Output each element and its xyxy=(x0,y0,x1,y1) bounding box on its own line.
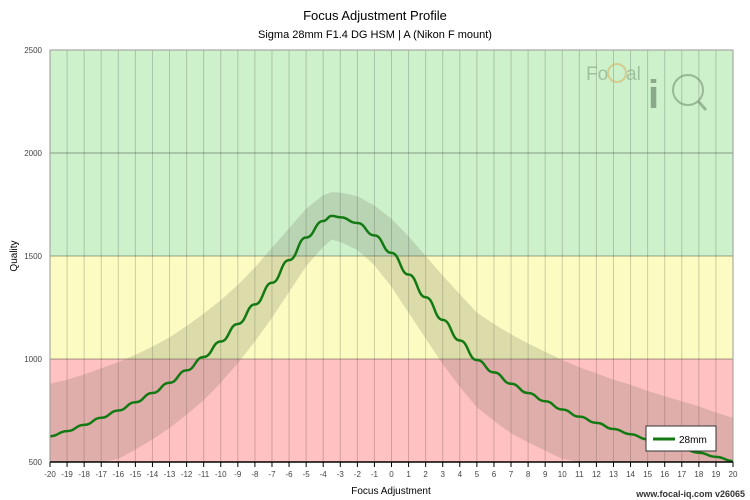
x-tick-label: 18 xyxy=(694,470,703,479)
footer-watermark: www.focal-iq.com v26065 xyxy=(635,489,745,499)
x-tick-label: 2 xyxy=(423,470,428,479)
x-tick-label: -7 xyxy=(268,470,276,479)
y-axis-label: Quality xyxy=(9,240,20,271)
y-tick-label: 2000 xyxy=(24,149,42,158)
x-tick-label: -14 xyxy=(147,470,159,479)
y-tick-label: 2500 xyxy=(24,46,42,55)
x-tick-label: -1 xyxy=(371,470,379,479)
x-tick-label: 15 xyxy=(643,470,652,479)
x-tick-label: 12 xyxy=(592,470,601,479)
x-tick-label: 14 xyxy=(626,470,635,479)
x-tick-label: -11 xyxy=(198,470,210,479)
confidence-band xyxy=(50,192,733,462)
chart-subtitle: Sigma 28mm F1.4 DG HSM | A (Nikon F moun… xyxy=(258,29,492,41)
x-tick-label: -2 xyxy=(354,470,362,479)
x-tick-label: 8 xyxy=(526,470,531,479)
x-tick-label: -19 xyxy=(61,470,73,479)
x-tick-label: -17 xyxy=(95,470,107,479)
y-tick-label: 1000 xyxy=(24,355,42,364)
svg-text:Fo: Fo xyxy=(586,64,608,85)
x-tick-label: -8 xyxy=(251,470,259,479)
focal-logo: Fo al i xyxy=(586,63,708,117)
x-tick-label: 7 xyxy=(509,470,514,479)
quality-zone xyxy=(50,50,733,256)
x-tick-label: -3 xyxy=(337,470,345,479)
x-tick-label: 16 xyxy=(660,470,669,479)
x-tick-label: -6 xyxy=(285,470,293,479)
x-tick-label: -4 xyxy=(320,470,328,479)
x-tick-label: 10 xyxy=(558,470,567,479)
x-tick-label: -15 xyxy=(130,470,142,479)
svg-text:al: al xyxy=(626,64,641,85)
x-tick-label: -9 xyxy=(234,470,242,479)
x-tick-label: -16 xyxy=(113,470,125,479)
x-tick-label: 3 xyxy=(440,470,445,479)
series-line-28mm xyxy=(49,214,734,463)
x-tick-label: 11 xyxy=(575,470,584,479)
x-tick-label: -12 xyxy=(181,470,193,479)
chart-title: Focus Adjustment Profile xyxy=(303,8,447,23)
x-tick-label: 19 xyxy=(711,470,720,479)
x-tick-label: -18 xyxy=(78,470,90,479)
legend: 28mm xyxy=(645,425,717,452)
x-tick-label: 1 xyxy=(406,470,411,479)
legend-label: 28mm xyxy=(679,435,707,446)
x-tick-label: 13 xyxy=(609,470,618,479)
x-tick-label: -20 xyxy=(44,470,56,479)
x-tick-label: 4 xyxy=(458,470,463,479)
x-tick-label: 0 xyxy=(389,470,394,479)
x-tick-label: 5 xyxy=(475,470,480,479)
x-tick-label: 20 xyxy=(729,470,738,479)
quality-zone xyxy=(50,359,733,462)
x-tick-label: 6 xyxy=(492,470,497,479)
quality-zone xyxy=(50,256,733,359)
y-tick-label: 500 xyxy=(29,458,43,467)
y-tick-label: 1500 xyxy=(24,252,42,261)
svg-text:i: i xyxy=(648,73,659,117)
x-axis-label: Focus Adjustment xyxy=(351,486,431,497)
x-tick-label: -13 xyxy=(164,470,176,479)
x-tick-label: -10 xyxy=(215,470,227,479)
x-tick-label: -5 xyxy=(303,470,311,479)
x-tick-label: 9 xyxy=(543,470,548,479)
x-tick-label: 17 xyxy=(677,470,686,479)
